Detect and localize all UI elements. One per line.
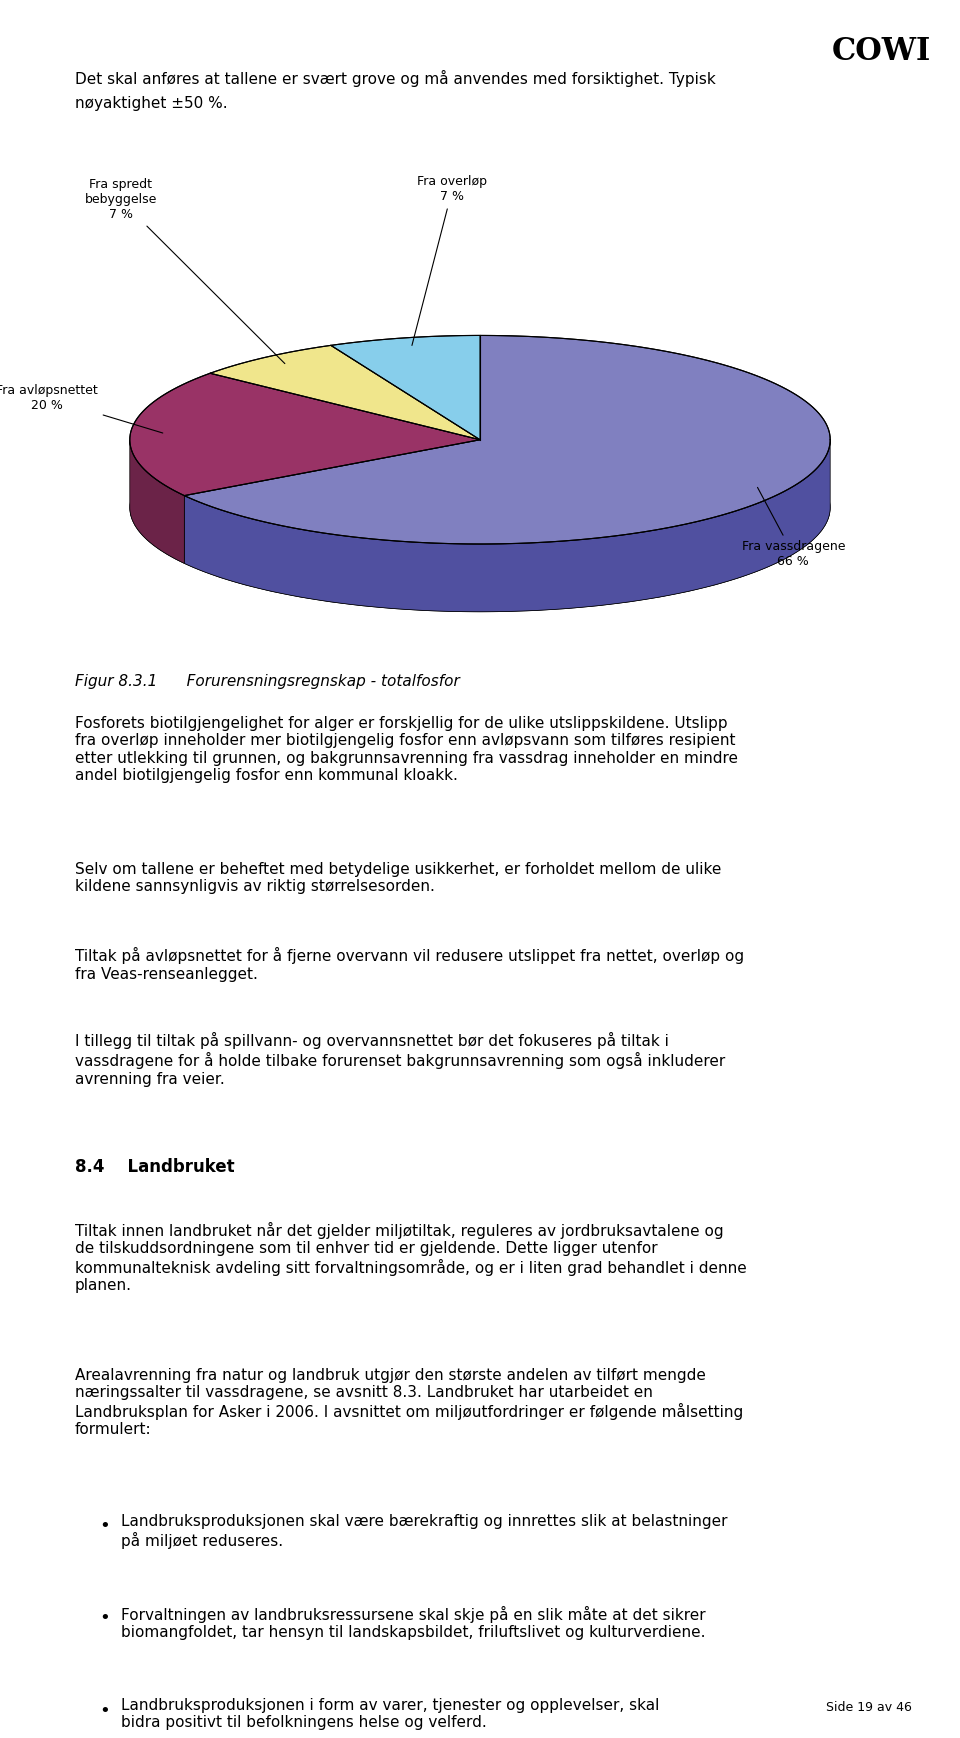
Text: Det skal anføres at tallene er svært grove og må anvendes med forsiktighet. Typi: Det skal anføres at tallene er svært gro… bbox=[75, 70, 716, 87]
Text: Tiltak innen landbruket når det gjelder miljøtiltak, reguleres av jordbruksavtal: Tiltak innen landbruket når det gjelder … bbox=[75, 1222, 747, 1293]
Text: 8.4    Landbruket: 8.4 Landbruket bbox=[75, 1158, 234, 1177]
Text: Selv om tallene er beheftet med betydelige usikkerhet, er forholdet mellom de ul: Selv om tallene er beheftet med betydeli… bbox=[75, 862, 721, 895]
Polygon shape bbox=[130, 374, 480, 495]
Text: Fra spredt
bebyggelse
7 %: Fra spredt bebyggelse 7 % bbox=[84, 179, 285, 363]
Text: Side 19 av 46: Side 19 av 46 bbox=[827, 1702, 912, 1714]
Text: Landbruksproduksjonen skal være bærekraftig og innrettes slik at belastninger
på: Landbruksproduksjonen skal være bærekraf… bbox=[121, 1514, 728, 1549]
Text: Landbruksproduksjonen i form av varer, tjenester og opplevelser, skal
bidra posi: Landbruksproduksjonen i form av varer, t… bbox=[121, 1698, 660, 1731]
Text: •: • bbox=[99, 1517, 109, 1535]
Polygon shape bbox=[130, 440, 184, 563]
Text: nøyaktighet ±50 %.: nøyaktighet ±50 %. bbox=[75, 96, 228, 111]
Polygon shape bbox=[184, 441, 830, 612]
Polygon shape bbox=[331, 335, 480, 440]
Text: Forvaltningen av landbruksressursene skal skje på en slik måte at det sikrer
bio: Forvaltningen av landbruksressursene ska… bbox=[121, 1606, 706, 1641]
Text: Fra overløp
7 %: Fra overløp 7 % bbox=[412, 176, 488, 346]
Text: I tillegg til tiltak på spillvann- og overvannsnettet bør det fokuseres på tilta: I tillegg til tiltak på spillvann- og ov… bbox=[75, 1032, 725, 1086]
Text: Figur 8.3.1      Forurensningsregnskap - totalfosfor: Figur 8.3.1 Forurensningsregnskap - tota… bbox=[75, 674, 460, 690]
Polygon shape bbox=[210, 346, 480, 440]
Ellipse shape bbox=[130, 403, 830, 612]
Text: COWI: COWI bbox=[832, 36, 931, 68]
Text: Fra vassdragene
66 %: Fra vassdragene 66 % bbox=[741, 487, 845, 568]
Polygon shape bbox=[184, 335, 830, 544]
Text: Fosforets biotilgjengelighet for alger er forskjellig for de ulike utslippskilde: Fosforets biotilgjengelighet for alger e… bbox=[75, 716, 738, 784]
Text: •: • bbox=[99, 1609, 109, 1627]
Text: •: • bbox=[99, 1702, 109, 1719]
Text: Arealavrenning fra natur og landbruk utgjør den største andelen av tilført mengd: Arealavrenning fra natur og landbruk utg… bbox=[75, 1368, 743, 1437]
Text: Fra avløpsnettet
20 %: Fra avløpsnettet 20 % bbox=[0, 384, 163, 433]
Text: Tiltak på avløpsnettet for å fjerne overvann vil redusere utslippet fra nettet, : Tiltak på avløpsnettet for å fjerne over… bbox=[75, 947, 744, 982]
